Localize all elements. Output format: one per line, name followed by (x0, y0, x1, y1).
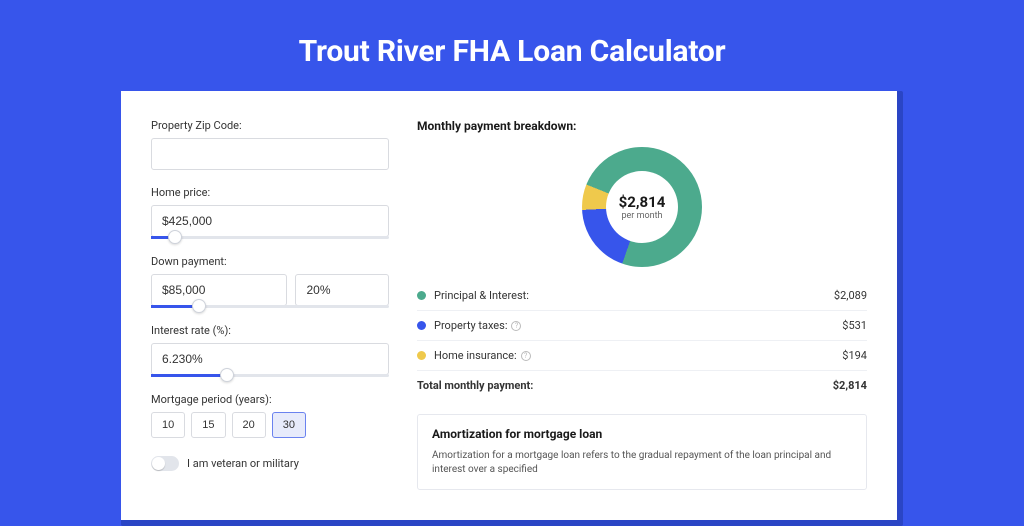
home-price-slider[interactable] (151, 236, 389, 239)
legend-total-label: Total monthly payment: (417, 379, 833, 392)
veteran-toggle[interactable] (151, 456, 179, 471)
amortization-title: Amortization for mortgage loan (432, 427, 852, 441)
down-payment-amount-input[interactable] (151, 274, 287, 306)
calculator-card: Property Zip Code: Home price: Down paym… (121, 91, 897, 520)
zip-input[interactable] (151, 138, 389, 170)
interest-rate-label: Interest rate (%): (151, 324, 389, 337)
veteran-toggle-row: I am veteran or military (151, 456, 389, 471)
mortgage-period-option-10[interactable]: 10 (151, 412, 185, 438)
home-price-field: Home price: (151, 186, 389, 239)
mortgage-period-label: Mortgage period (years): (151, 393, 389, 406)
interest-rate-input[interactable] (151, 343, 389, 375)
donut-chart-wrap: $2,814 per month (417, 141, 867, 281)
breakdown-column: Monthly payment breakdown: $2,814 per mo… (417, 119, 867, 490)
zip-field: Property Zip Code: (151, 119, 389, 170)
zip-label: Property Zip Code: (151, 119, 389, 132)
breakdown-title: Monthly payment breakdown: (417, 119, 867, 133)
down-payment-percent-input[interactable] (295, 274, 389, 306)
card-shadow: Property Zip Code: Home price: Down paym… (121, 91, 903, 526)
interest-rate-slider-thumb[interactable] (220, 368, 234, 382)
legend-row: Property taxes:?$531 (417, 310, 867, 340)
legend-row: Home insurance:?$194 (417, 340, 867, 370)
home-price-input[interactable] (151, 205, 389, 237)
legend-label: Home insurance:? (434, 349, 842, 362)
mortgage-period-options: 1015 2030 (151, 412, 389, 438)
mortgage-period-option-20[interactable]: 20 (232, 412, 266, 438)
legend-label: Property taxes:? (434, 319, 842, 332)
legend-dot (417, 291, 426, 300)
veteran-toggle-knob (152, 457, 165, 470)
home-price-slider-thumb[interactable] (168, 230, 182, 244)
donut-value: $2,814 (619, 193, 666, 211)
down-payment-label: Down payment: (151, 255, 389, 268)
interest-rate-slider[interactable] (151, 374, 389, 377)
donut-center: $2,814 per month (606, 171, 678, 243)
down-payment-field: Down payment: (151, 255, 389, 308)
amortization-text: Amortization for a mortgage loan refers … (432, 449, 852, 477)
form-column: Property Zip Code: Home price: Down paym… (151, 119, 389, 490)
info-icon[interactable]: ? (521, 351, 531, 361)
legend-total-value: $2,814 (833, 379, 867, 392)
veteran-toggle-label: I am veteran or military (187, 457, 299, 470)
mortgage-period-option-15[interactable]: 15 (191, 412, 225, 438)
down-payment-slider[interactable] (151, 305, 389, 308)
home-price-label: Home price: (151, 186, 389, 199)
legend-value: $194 (842, 349, 867, 362)
mortgage-period-option-30[interactable]: 30 (272, 412, 306, 438)
legend: Principal & Interest:$2,089Property taxe… (417, 281, 867, 400)
legend-row: Principal & Interest:$2,089 (417, 281, 867, 310)
amortization-card: Amortization for mortgage loan Amortizat… (417, 414, 867, 490)
page-title: Trout River FHA Loan Calculator (0, 0, 1024, 91)
legend-label: Principal & Interest: (434, 289, 834, 302)
mortgage-period-field: Mortgage period (years): 1015 2030 (151, 393, 389, 438)
legend-value: $531 (842, 319, 867, 332)
donut-chart: $2,814 per month (582, 147, 702, 267)
donut-sub: per month (621, 211, 662, 221)
interest-rate-field: Interest rate (%): (151, 324, 389, 377)
legend-dot (417, 351, 426, 360)
legend-value: $2,089 (834, 289, 867, 302)
down-payment-slider-thumb[interactable] (192, 299, 206, 313)
legend-dot (417, 321, 426, 330)
info-icon[interactable]: ? (511, 321, 521, 331)
legend-total-row: Total monthly payment:$2,814 (417, 370, 867, 400)
